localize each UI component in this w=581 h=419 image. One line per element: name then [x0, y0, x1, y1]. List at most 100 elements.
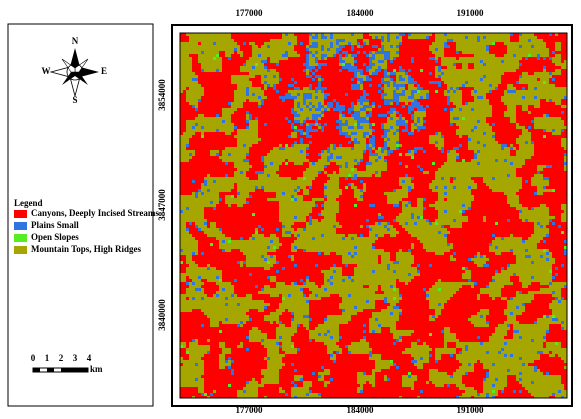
raster-cell [405, 90, 411, 93]
raster-cell [378, 84, 381, 87]
raster-cell [414, 258, 450, 261]
raster-cell [219, 51, 225, 54]
raster-cell [435, 309, 441, 312]
raster-cell [384, 75, 390, 78]
raster-cell [378, 216, 384, 219]
raster-cell [384, 69, 387, 72]
raster-cell [558, 297, 561, 300]
raster-cell [357, 39, 363, 42]
raster-cell [309, 57, 315, 60]
raster-cell [252, 84, 264, 87]
raster-cell [369, 51, 372, 54]
raster-cell [396, 120, 405, 123]
raster-cell [498, 390, 501, 393]
raster-cell [360, 81, 363, 84]
raster-cell [486, 132, 495, 135]
raster-cell [438, 288, 441, 291]
raster-cell [399, 114, 402, 117]
raster-cell [414, 117, 417, 120]
raster-cell [402, 117, 405, 120]
raster-cell [198, 123, 234, 126]
raster-cell [393, 84, 405, 87]
raster-cell [393, 219, 396, 222]
raster-cell [453, 63, 456, 66]
raster-cell [408, 192, 438, 195]
x-coordinate-top: 184000 [347, 8, 375, 18]
raster-cell [204, 393, 207, 396]
raster-cell [207, 264, 210, 267]
raster-cell [471, 270, 495, 273]
raster-cell [303, 195, 324, 198]
raster-cell [375, 330, 381, 333]
raster-cell [309, 318, 312, 321]
raster-cell [270, 84, 273, 87]
raster-cell [351, 168, 354, 171]
raster-cell [198, 195, 219, 198]
raster-cell [561, 45, 567, 48]
raster-cell [375, 69, 381, 72]
raster-cell [297, 126, 306, 129]
raster-cell [186, 288, 195, 291]
raster-cell [531, 138, 561, 141]
raster-cell [429, 318, 435, 321]
raster-cell [408, 165, 417, 168]
raster-cell [291, 123, 294, 126]
raster-cell [429, 171, 435, 174]
raster-cell [279, 147, 285, 150]
raster-cell [234, 51, 237, 54]
raster-cell [306, 102, 309, 105]
raster-cell [510, 219, 522, 222]
raster-cell [474, 255, 477, 258]
raster-cell [351, 177, 357, 180]
raster-cell [531, 261, 534, 264]
raster-cell [306, 54, 309, 57]
raster-cell [354, 252, 357, 255]
raster-cell [525, 141, 528, 144]
raster-cell [309, 153, 318, 156]
raster-cell [531, 126, 534, 129]
raster-cell [303, 171, 318, 174]
raster-cell [339, 333, 393, 336]
raster-cell [561, 141, 567, 144]
raster-cell [522, 183, 531, 186]
raster-cell [291, 312, 294, 315]
raster-cell [195, 150, 210, 153]
raster-cell [408, 78, 414, 81]
raster-cell [396, 132, 399, 135]
raster-cell [285, 231, 291, 234]
raster-cell [327, 165, 339, 168]
raster-cell [486, 393, 489, 396]
raster-cell [240, 54, 243, 57]
raster-cell [468, 258, 471, 261]
raster-cell [510, 354, 513, 357]
raster-cell [417, 150, 423, 153]
raster-cell [543, 174, 567, 177]
raster-cell [429, 222, 432, 225]
raster-cell [186, 345, 189, 348]
raster-cell [447, 66, 456, 69]
raster-cell [255, 285, 258, 288]
raster-cell [378, 261, 381, 264]
raster-cell [264, 87, 267, 90]
raster-cell [339, 207, 402, 210]
raster-cell [474, 180, 483, 183]
raster-cell [411, 234, 444, 237]
raster-cell [420, 264, 429, 267]
raster-cell [453, 102, 462, 105]
raster-cell [180, 60, 192, 63]
raster-cell [537, 351, 543, 354]
raster-cell [429, 138, 444, 141]
raster-cell [252, 165, 264, 168]
raster-cell [261, 381, 279, 384]
raster-cell [303, 378, 318, 381]
raster-cell [312, 210, 321, 213]
raster-cell [543, 255, 552, 258]
raster-cell [315, 57, 318, 60]
raster-cell [528, 390, 558, 393]
raster-cell [561, 54, 567, 57]
raster-cell [462, 378, 483, 381]
raster-cell [330, 162, 336, 165]
raster-cell [312, 93, 324, 96]
raster-cell [243, 321, 246, 324]
raster-cell [357, 390, 360, 393]
